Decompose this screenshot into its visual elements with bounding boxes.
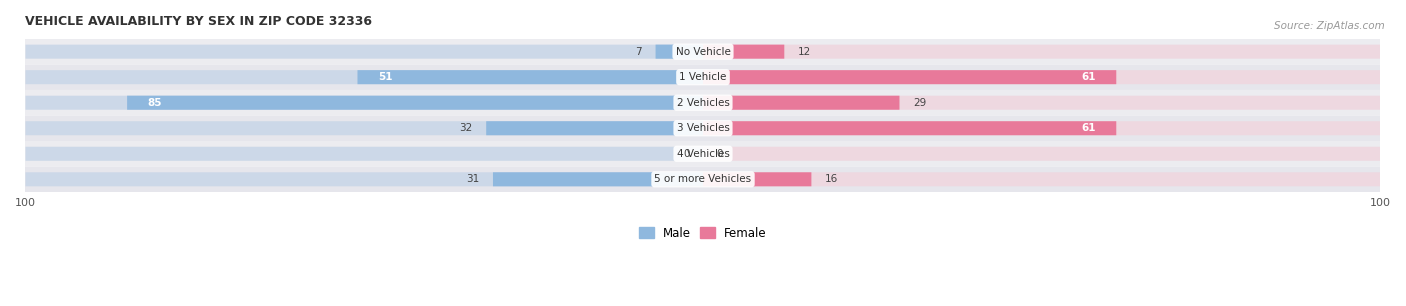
Text: 4 Vehicles: 4 Vehicles — [676, 149, 730, 159]
Text: 61: 61 — [1081, 123, 1095, 133]
FancyBboxPatch shape — [703, 70, 1116, 84]
FancyBboxPatch shape — [703, 147, 1381, 161]
FancyBboxPatch shape — [25, 121, 703, 135]
FancyBboxPatch shape — [22, 141, 1384, 166]
Text: 16: 16 — [825, 174, 838, 184]
FancyBboxPatch shape — [703, 70, 1381, 84]
FancyBboxPatch shape — [703, 172, 1381, 186]
FancyBboxPatch shape — [703, 96, 1381, 110]
FancyBboxPatch shape — [703, 172, 811, 186]
FancyBboxPatch shape — [703, 96, 900, 110]
FancyBboxPatch shape — [22, 166, 1384, 192]
Text: 12: 12 — [797, 47, 811, 57]
Text: 61: 61 — [1081, 72, 1095, 82]
Text: 32: 32 — [460, 123, 472, 133]
Text: 31: 31 — [467, 174, 479, 184]
FancyBboxPatch shape — [22, 39, 1384, 65]
Legend: Male, Female: Male, Female — [634, 222, 772, 244]
FancyBboxPatch shape — [25, 172, 703, 186]
Text: 1 Vehicle: 1 Vehicle — [679, 72, 727, 82]
FancyBboxPatch shape — [703, 45, 1381, 59]
FancyBboxPatch shape — [703, 45, 785, 59]
FancyBboxPatch shape — [703, 121, 1116, 135]
FancyBboxPatch shape — [486, 121, 703, 135]
FancyBboxPatch shape — [25, 45, 703, 59]
FancyBboxPatch shape — [127, 96, 703, 110]
Text: Source: ZipAtlas.com: Source: ZipAtlas.com — [1274, 21, 1385, 32]
FancyBboxPatch shape — [25, 147, 703, 161]
FancyBboxPatch shape — [703, 121, 1381, 135]
FancyBboxPatch shape — [22, 65, 1384, 90]
Text: 29: 29 — [912, 98, 927, 108]
Text: 3 Vehicles: 3 Vehicles — [676, 123, 730, 133]
Text: VEHICLE AVAILABILITY BY SEX IN ZIP CODE 32336: VEHICLE AVAILABILITY BY SEX IN ZIP CODE … — [25, 15, 373, 28]
FancyBboxPatch shape — [494, 172, 703, 186]
Text: 2 Vehicles: 2 Vehicles — [676, 98, 730, 108]
Text: 85: 85 — [148, 98, 162, 108]
FancyBboxPatch shape — [22, 115, 1384, 141]
Text: 5 or more Vehicles: 5 or more Vehicles — [654, 174, 752, 184]
Text: 51: 51 — [378, 72, 392, 82]
FancyBboxPatch shape — [25, 96, 703, 110]
Text: No Vehicle: No Vehicle — [675, 47, 731, 57]
FancyBboxPatch shape — [655, 45, 703, 59]
FancyBboxPatch shape — [357, 70, 703, 84]
Text: 7: 7 — [636, 47, 643, 57]
FancyBboxPatch shape — [25, 70, 703, 84]
Text: 0: 0 — [683, 149, 689, 159]
Text: 0: 0 — [717, 149, 723, 159]
FancyBboxPatch shape — [22, 90, 1384, 115]
